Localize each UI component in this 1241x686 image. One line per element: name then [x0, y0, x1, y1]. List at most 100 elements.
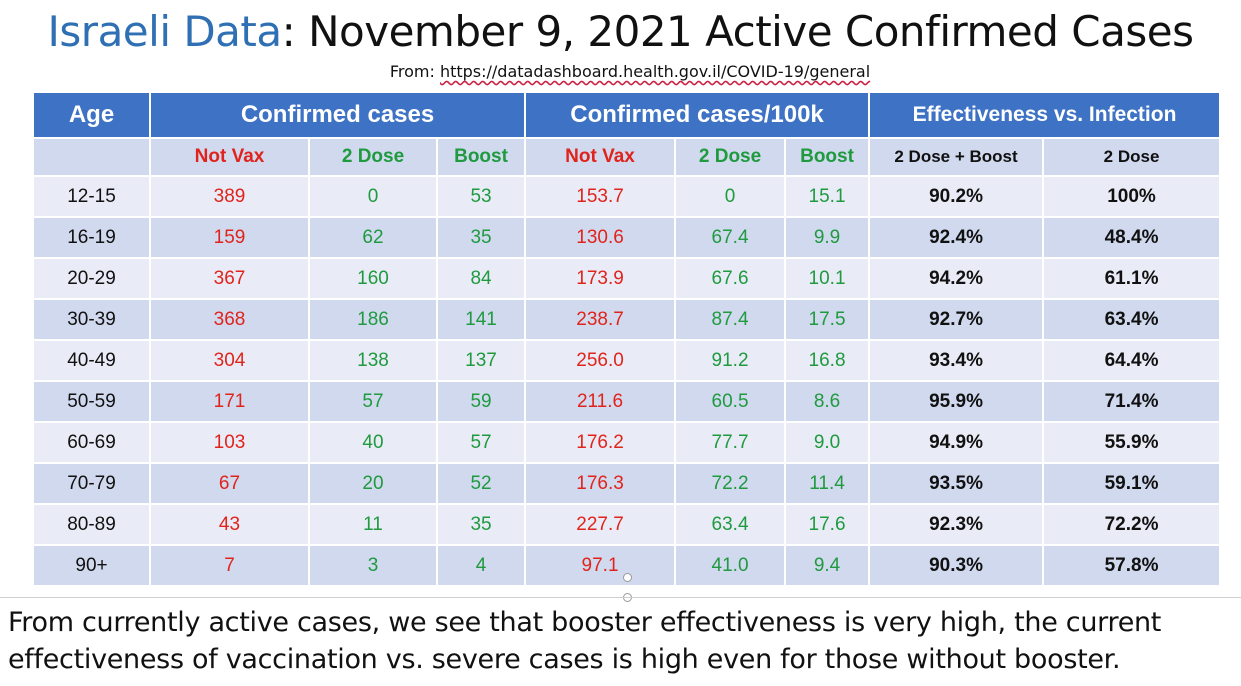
cell-not-vax-100k: 173.9 — [524, 257, 677, 300]
cell-two-dose: 11 — [308, 503, 438, 546]
cell-two-dose: 3 — [308, 544, 438, 587]
cell-not-vax: 171 — [149, 380, 310, 423]
cell-eff-2dose-boost: 92.3% — [868, 503, 1045, 546]
speaker-notes-text[interactable]: From currently active cases, we see that… — [8, 607, 1162, 675]
cell-not-vax: 43 — [149, 503, 310, 546]
cell-not-vax-100k: 211.6 — [524, 380, 677, 423]
table-row: 20-29 367 160 84 173.9 67.6 10.1 94.2% 6… — [32, 257, 1222, 300]
title-rest: : November 9, 2021 Active Confirmed Case… — [281, 7, 1194, 56]
cell-two-dose-100k: 67.6 — [674, 257, 787, 300]
cell-boost: 35 — [435, 503, 527, 546]
cell-two-dose: 160 — [308, 257, 438, 300]
cell-two-dose: 40 — [308, 421, 438, 464]
cell-eff-2dose: 59.1% — [1042, 462, 1222, 505]
cell-not-vax: 159 — [149, 216, 310, 259]
slide-canvas: Israeli Data: November 9, 2021 Active Co… — [0, 6, 1241, 587]
cell-age: 16-19 — [32, 216, 151, 259]
subheader-two-dose: 2 Dose — [308, 137, 438, 177]
cell-boost-100k: 10.1 — [784, 257, 871, 300]
cell-two-dose-100k: 63.4 — [674, 503, 787, 546]
cell-boost: 4 — [435, 544, 527, 587]
subheader-boost: Boost — [435, 137, 527, 177]
cell-boost: 84 — [435, 257, 527, 300]
cell-eff-2dose: 61.1% — [1042, 257, 1222, 300]
cell-age: 50-59 — [32, 380, 151, 423]
source-line: From: https://datadashboard.health.gov.i… — [0, 62, 1241, 81]
cell-boost: 137 — [435, 339, 527, 382]
cell-boost-100k: 8.6 — [784, 380, 871, 423]
cell-eff-2dose: 64.4% — [1042, 339, 1222, 382]
cell-eff-2dose: 57.8% — [1042, 544, 1222, 587]
title-prefix: Israeli Data — [47, 7, 283, 56]
cell-boost-100k: 17.5 — [784, 298, 871, 341]
cell-eff-2dose-boost: 90.2% — [868, 175, 1045, 218]
header-age: Age — [32, 91, 151, 139]
cell-not-vax: 389 — [149, 175, 310, 218]
cell-eff-2dose-boost: 92.7% — [868, 298, 1045, 341]
cell-age: 40-49 — [32, 339, 151, 382]
table-row: 80-89 43 11 35 227.7 63.4 17.6 92.3% 72.… — [32, 503, 1222, 546]
table-row: 60-69 103 40 57 176.2 77.7 9.0 94.9% 55.… — [32, 421, 1222, 464]
cell-not-vax: 367 — [149, 257, 310, 300]
cell-eff-2dose-boost: 90.3% — [868, 544, 1045, 587]
subheader-eff-2dose: 2 Dose — [1042, 137, 1222, 177]
cell-not-vax: 368 — [149, 298, 310, 341]
cell-not-vax-100k: 97.1 — [524, 544, 677, 587]
cell-eff-2dose: 72.2% — [1042, 503, 1222, 546]
table-row: 40-49 304 138 137 256.0 91.2 16.8 93.4% … — [32, 339, 1222, 382]
rotate-handle[interactable] — [623, 573, 632, 582]
cell-two-dose-100k: 60.5 — [674, 380, 787, 423]
cell-eff-2dose: 63.4% — [1042, 298, 1222, 341]
cell-boost-100k: 16.8 — [784, 339, 871, 382]
subheader-two-dose-100k: 2 Dose — [674, 137, 787, 177]
cell-two-dose: 186 — [308, 298, 438, 341]
header-confirmed-cases: Confirmed cases — [148, 91, 527, 139]
cell-not-vax-100k: 227.7 — [524, 503, 677, 546]
cell-eff-2dose-boost: 92.4% — [868, 216, 1045, 259]
cell-boost: 53 — [435, 175, 527, 218]
cell-two-dose-100k: 41.0 — [674, 544, 787, 587]
cell-two-dose-100k: 77.7 — [674, 421, 787, 464]
table-row: 30-39 368 186 141 238.7 87.4 17.5 92.7% … — [32, 298, 1222, 341]
cell-age: 12-15 — [32, 175, 151, 218]
cell-not-vax-100k: 153.7 — [524, 175, 677, 218]
cell-boost: 59 — [435, 380, 527, 423]
subheader-empty — [32, 137, 151, 177]
table-row: 16-19 159 62 35 130.6 67.4 9.9 92.4% 48.… — [32, 216, 1222, 259]
cell-not-vax-100k: 238.7 — [524, 298, 677, 341]
cell-eff-2dose: 100% — [1042, 175, 1222, 218]
cell-age: 30-39 — [32, 298, 151, 341]
cell-two-dose-100k: 0 — [674, 175, 787, 218]
cell-two-dose-100k: 67.4 — [674, 216, 787, 259]
cell-boost-100k: 11.4 — [784, 462, 871, 505]
cell-not-vax-100k: 256.0 — [524, 339, 677, 382]
slide-title: Israeli Data: November 9, 2021 Active Co… — [0, 6, 1241, 58]
cell-two-dose: 62 — [308, 216, 438, 259]
cell-eff-2dose-boost: 94.9% — [868, 421, 1045, 464]
cell-not-vax: 67 — [149, 462, 310, 505]
cell-eff-2dose-boost: 94.2% — [868, 257, 1045, 300]
cell-not-vax-100k: 176.2 — [524, 421, 677, 464]
cell-not-vax: 304 — [149, 339, 310, 382]
cell-boost-100k: 9.9 — [784, 216, 871, 259]
cell-eff-2dose-boost: 93.4% — [868, 339, 1045, 382]
cell-age: 20-29 — [32, 257, 151, 300]
cell-boost-100k: 9.0 — [784, 421, 871, 464]
cell-boost: 141 — [435, 298, 527, 341]
cell-two-dose: 57 — [308, 380, 438, 423]
cell-eff-2dose: 71.4% — [1042, 380, 1222, 423]
cell-not-vax: 103 — [149, 421, 310, 464]
cell-boost: 52 — [435, 462, 527, 505]
cell-two-dose-100k: 91.2 — [674, 339, 787, 382]
cases-table: Age Confirmed cases Confirmed cases/100k… — [32, 91, 1222, 587]
cell-boost-100k: 17.6 — [784, 503, 871, 546]
subheader-not-vax-100k: Not Vax — [524, 137, 677, 177]
cell-age: 90+ — [32, 544, 151, 587]
table-row: 90+ 7 3 4 97.1 41.0 9.4 90.3% 57.8% — [32, 544, 1222, 587]
subheader-eff-2dose-boost: 2 Dose + Boost — [868, 137, 1045, 177]
slide-notes-divider[interactable] — [0, 597, 1241, 598]
cell-two-dose-100k: 87.4 — [674, 298, 787, 341]
cell-boost: 35 — [435, 216, 527, 259]
table-row: 70-79 67 20 52 176.3 72.2 11.4 93.5% 59.… — [32, 462, 1222, 505]
cell-not-vax-100k: 176.3 — [524, 462, 677, 505]
